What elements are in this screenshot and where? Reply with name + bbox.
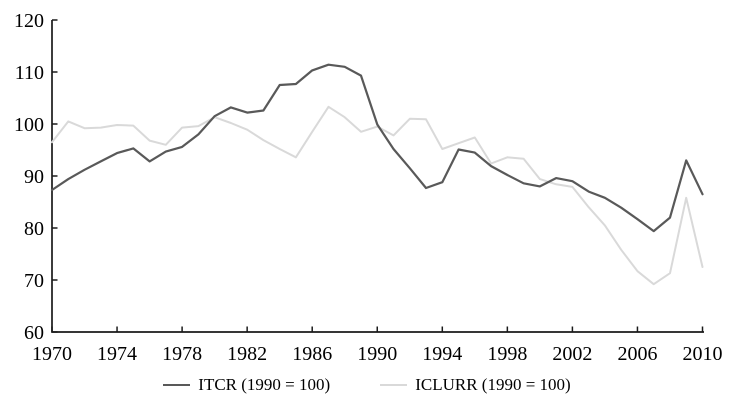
iclurr-line-swatch [380,384,408,387]
y-tick-label: 100 [14,114,44,136]
y-tick-label: 120 [14,10,44,32]
x-tick-label: 1998 [487,343,527,365]
x-tick-label: 1994 [422,343,462,365]
legend: ITCR (1990 = 100) ICLURR (1990 = 100) [0,375,734,395]
x-tick-label: 2010 [683,343,723,365]
x-tick-label: 1986 [292,343,332,365]
y-tick-label: 60 [24,322,44,344]
y-tick-label: 80 [24,218,44,240]
y-tick-label: 90 [24,166,44,188]
axes-spines [51,20,704,333]
legend-item-iclurr: ICLURR (1990 = 100) [380,375,571,395]
legend-item-itcr: ITCR (1990 = 100) [163,375,330,395]
x-tick-label: 1970 [32,343,72,365]
legend-label-itcr: ITCR (1990 = 100) [198,375,331,394]
legend-label-iclurr: ICLURR (1990 = 100) [415,375,571,394]
x-tick-label: 2002 [552,343,592,365]
itcr-line [50,63,704,233]
x-tick-label: 2006 [617,343,657,365]
x-tick-label: 1978 [162,343,202,365]
itcr-line-swatch [163,384,191,387]
x-tick-label: 1990 [357,343,397,365]
y-tick-label: 110 [15,62,44,84]
y-tick-label: 70 [24,270,44,292]
iclurr-line [51,105,704,286]
x-tick-label: 1974 [97,343,137,365]
x-tick-label: 1982 [227,343,267,365]
